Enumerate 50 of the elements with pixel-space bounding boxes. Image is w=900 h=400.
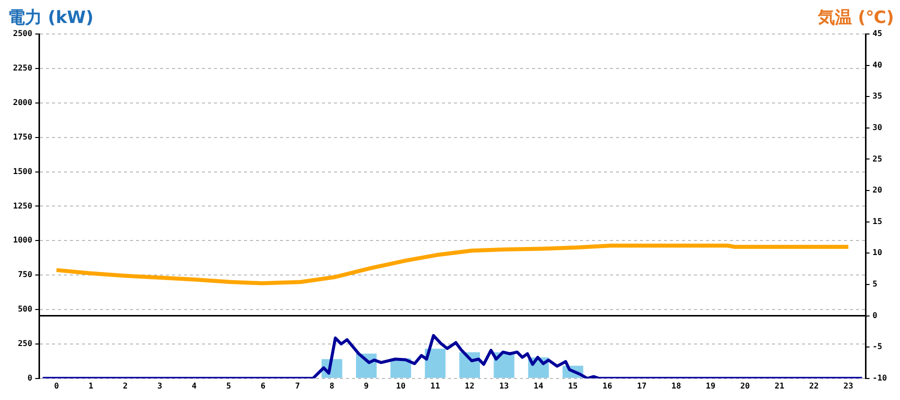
x-tick-label: 20 xyxy=(740,381,750,390)
y-tick-label: 750 xyxy=(18,270,32,280)
y2-tick-label: 45 xyxy=(872,29,882,38)
x-tick-label: 14 xyxy=(534,381,544,390)
x-tick-label: 13 xyxy=(499,381,510,390)
x-tick-label: 5 xyxy=(226,381,232,390)
y2-tick-label: -10 xyxy=(872,373,888,382)
y2-tick-label: 10 xyxy=(872,248,882,258)
y-tick-label: 2250 xyxy=(13,64,32,73)
y-tick-label: 1250 xyxy=(13,201,32,210)
x-tick-label: 22 xyxy=(809,381,819,390)
y2-tick-label: 0 xyxy=(872,310,878,320)
x-tick-label: 17 xyxy=(636,381,647,390)
y-axis-title: 電力 (kW) xyxy=(8,7,94,29)
x-tick-label: 0 xyxy=(54,381,60,390)
x-tick-label: 4 xyxy=(192,381,197,390)
y2-tick-label: 15 xyxy=(872,216,882,226)
y2-tick-label: 30 xyxy=(872,123,882,132)
y2-tick-label: 40 xyxy=(872,60,882,70)
y-tick-label: 250 xyxy=(18,339,32,348)
x-tick-label: 8 xyxy=(329,381,334,390)
y2-tick-label: 5 xyxy=(872,280,878,289)
x-tick-label: 3 xyxy=(157,381,162,390)
x-tick-label: 9 xyxy=(364,381,369,390)
y-tick-label: 2000 xyxy=(13,98,32,107)
x-tick-label: 7 xyxy=(295,381,300,390)
x-tick-label: 11 xyxy=(430,381,440,390)
x-tick-label: 18 xyxy=(671,381,682,390)
y-tick-label: 500 xyxy=(18,304,32,314)
x-tick-label: 21 xyxy=(774,381,784,390)
x-tick-label: 6 xyxy=(260,381,266,390)
y-tick-label: 1750 xyxy=(13,132,32,142)
y2-axis-title: 気温 (℃) xyxy=(818,7,894,29)
x-tick-label: 23 xyxy=(844,381,854,390)
y-tick-label: 0 xyxy=(27,373,32,382)
x-tick-label: 2 xyxy=(122,381,128,390)
y-tick-label: 1000 xyxy=(13,236,32,245)
x-tick-label: 16 xyxy=(602,381,612,390)
x-tick-label: 10 xyxy=(396,381,406,390)
y-tick-label: 2500 xyxy=(13,29,32,38)
y2-tick-label: 20 xyxy=(872,186,882,195)
bar xyxy=(424,348,446,378)
y2-tick-label: 25 xyxy=(872,154,882,164)
y2-tick-label: 35 xyxy=(872,92,882,101)
y2-tick-label: -5 xyxy=(872,342,882,352)
x-tick-label: 19 xyxy=(706,381,716,390)
y-tick-label: 1500 xyxy=(13,166,32,176)
x-tick-label: 15 xyxy=(568,381,578,390)
x-tick-label: 12 xyxy=(464,381,475,390)
x-tick-label: 1 xyxy=(88,381,94,390)
